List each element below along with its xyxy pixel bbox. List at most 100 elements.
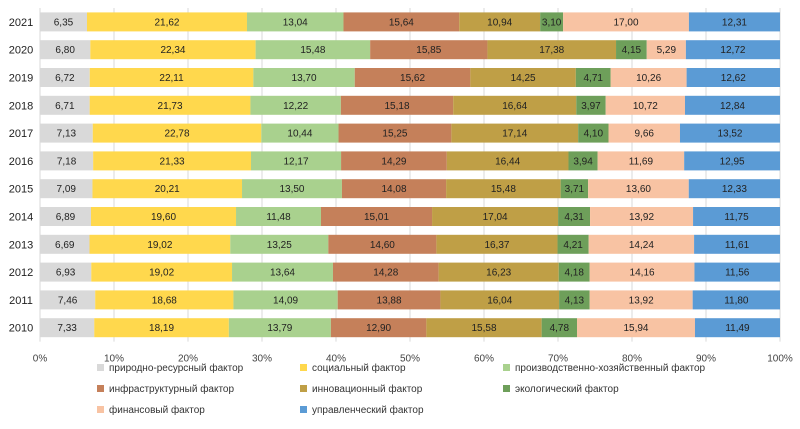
bar-segment (40, 207, 91, 226)
bar-segment (560, 179, 589, 199)
bar-segment (92, 179, 243, 199)
data-label: 6,89 (56, 212, 76, 223)
legend-label: экологический фактор (515, 383, 619, 395)
data-label: 11,61 (725, 240, 750, 251)
bar-segment (40, 179, 93, 199)
data-label: 3,97 (581, 101, 601, 112)
data-label: 12,22 (283, 101, 308, 112)
data-label: 19,60 (151, 212, 176, 223)
bar-segment (328, 234, 437, 254)
x-tick-label: 40% (326, 354, 346, 365)
bar-segment (558, 262, 590, 282)
data-label: 12,17 (284, 156, 309, 167)
data-label: 6,80 (55, 45, 75, 56)
bar-segment (341, 179, 447, 199)
bar-segment (261, 123, 339, 143)
data-label: 4,71 (584, 73, 604, 84)
data-label: 13,79 (267, 323, 292, 334)
bar-segment (589, 290, 693, 310)
bar-segment (608, 123, 680, 143)
bar-segment (688, 179, 780, 199)
data-label: 16,37 (484, 240, 509, 251)
data-label: 12,95 (720, 156, 745, 167)
data-label: 21,33 (160, 156, 185, 167)
data-label: 14,60 (370, 240, 395, 251)
data-label: 13,52 (717, 129, 742, 140)
legend: природно-ресурсный фактор социальный факт… (97, 362, 706, 416)
data-label: 4,13 (565, 295, 585, 306)
bar-segment (684, 95, 780, 115)
data-label: 4,31 (564, 212, 584, 223)
data-label: 7,09 (56, 184, 76, 195)
bar-segment (616, 40, 647, 60)
data-label: 22,11 (159, 73, 184, 84)
bar-segment (440, 290, 560, 310)
grid-lines (39, 8, 781, 342)
data-label: 20,21 (155, 184, 180, 195)
legend-swatch (300, 406, 307, 413)
y-category-label: 2020 (9, 45, 33, 57)
bar-segment (589, 262, 695, 282)
data-label: 13,25 (267, 240, 292, 251)
bar-segment (86, 12, 247, 32)
data-label: 16,64 (502, 101, 527, 112)
data-label: 9,66 (635, 129, 655, 140)
data-label: 4,21 (563, 240, 583, 251)
data-label: 14,16 (630, 268, 655, 279)
data-label: 13,92 (629, 212, 654, 223)
bar-segment (692, 290, 780, 310)
data-label: 14,25 (511, 73, 536, 84)
legend-label: финансовый фактор (109, 404, 205, 416)
bar-segment (40, 262, 92, 282)
data-label: 17,04 (483, 212, 508, 223)
bar-segment (40, 290, 96, 310)
x-tick-label: 10% (104, 354, 124, 365)
bar-segment (40, 234, 90, 254)
bar-segment (685, 40, 780, 60)
data-label: 10,72 (633, 101, 658, 112)
data-label: 16,04 (487, 295, 512, 306)
y-category-label: 2014 (9, 212, 33, 224)
bar-segment (694, 234, 780, 254)
bar-segment (332, 262, 439, 282)
data-label: 7,13 (57, 129, 77, 140)
data-label: 13,70 (292, 73, 317, 84)
bar-segment (89, 234, 231, 254)
data-label: 15,94 (623, 323, 648, 334)
bar-segment (559, 290, 590, 310)
data-label: 6,93 (56, 268, 76, 279)
bar-segment (91, 262, 233, 282)
bar-segment (233, 290, 338, 310)
bar-segment (90, 40, 256, 60)
bar-segment (693, 207, 780, 226)
data-label: 4,10 (584, 129, 604, 140)
data-label: 14,08 (382, 184, 407, 195)
data-label: 6,72 (55, 73, 75, 84)
y-category-label: 2017 (9, 128, 33, 140)
data-label: 16,44 (495, 156, 520, 167)
data-label: 11,56 (725, 268, 750, 279)
data-label: 12,62 (721, 73, 746, 84)
legend-swatch (97, 385, 104, 392)
y-category-label: 2012 (9, 267, 33, 279)
bar-segment (563, 12, 689, 32)
data-label: 13,64 (270, 268, 295, 279)
bar-segment (577, 318, 695, 338)
x-tick-label: 60% (474, 354, 494, 365)
bar-segment (246, 12, 344, 32)
data-label: 13,50 (279, 184, 304, 195)
y-category-label: 2011 (9, 295, 33, 307)
bar-segment (253, 68, 355, 87)
data-label: 6,35 (54, 17, 74, 28)
bar-segment (646, 40, 686, 60)
x-tick-label: 20% (178, 354, 198, 365)
bar-segment (576, 95, 606, 115)
bar-segment (426, 318, 542, 338)
bar-segment (92, 123, 262, 143)
data-label: 17,00 (613, 17, 638, 28)
data-label: 14,24 (629, 240, 654, 251)
data-label: 3,71 (565, 184, 585, 195)
legend-label: управленческий фактор (312, 404, 424, 416)
data-label: 11,49 (725, 323, 750, 334)
data-label: 15,62 (400, 73, 425, 84)
